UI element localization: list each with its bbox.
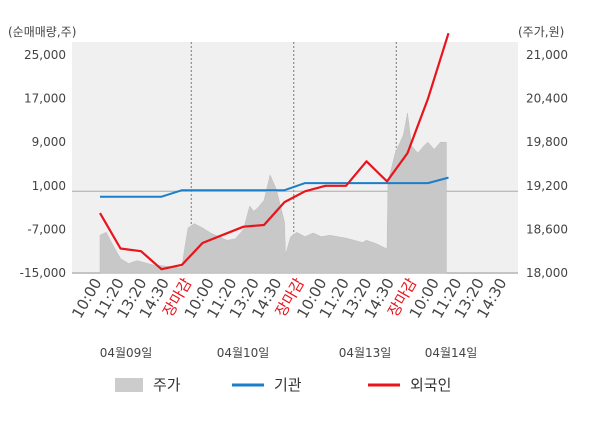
right-tick-label: 18,000 <box>526 266 568 280</box>
series-line-기관 <box>100 176 449 198</box>
right-axis-ticks: 21,000 20,400 19,800 19,200 18,600 18,000 <box>526 48 568 280</box>
day-label: 04월09일 <box>100 346 153 360</box>
left-axis-ticks: 25,000 17,000 9,000 1,000 -7,000 -15,000 <box>20 48 66 280</box>
right-tick-label: 18,600 <box>526 222 568 236</box>
legend-label: 외국인 <box>410 376 451 394</box>
right-tick-label: 19,800 <box>526 135 568 149</box>
time-axis-labels: 10:0011:2013:2014:30장마감10:0011:2013:2014… <box>68 275 510 322</box>
right-axis-label: (주가,원) <box>518 25 564 39</box>
legend-label: 기관 <box>274 376 302 394</box>
right-tick-label: 21,000 <box>526 48 568 62</box>
left-tick-label: -15,000 <box>20 266 66 280</box>
legend-swatch-area <box>115 378 143 392</box>
day-label: 04월10일 <box>217 346 270 360</box>
left-tick-label: 17,000 <box>24 92 66 106</box>
right-tick-label: 19,200 <box>526 179 568 193</box>
right-tick-label: 20,400 <box>526 92 568 106</box>
left-tick-label: 1,000 <box>32 179 66 193</box>
legend: 주가 기관 외국인 <box>115 376 451 394</box>
left-tick-label: 9,000 <box>32 135 66 149</box>
legend-label: 주가 <box>153 376 181 394</box>
left-axis-label: (순매매량,주) <box>8 25 76 39</box>
left-tick-label: -7,000 <box>27 222 66 236</box>
day-labels: 04월09일 04월10일 04월13일 04월14일 <box>100 346 478 360</box>
left-tick-label: 25,000 <box>24 48 66 62</box>
series-lines <box>99 32 450 271</box>
series-line-외국인 <box>99 32 450 271</box>
day-label: 04월13일 <box>339 346 392 360</box>
day-label: 04월14일 <box>425 346 478 360</box>
